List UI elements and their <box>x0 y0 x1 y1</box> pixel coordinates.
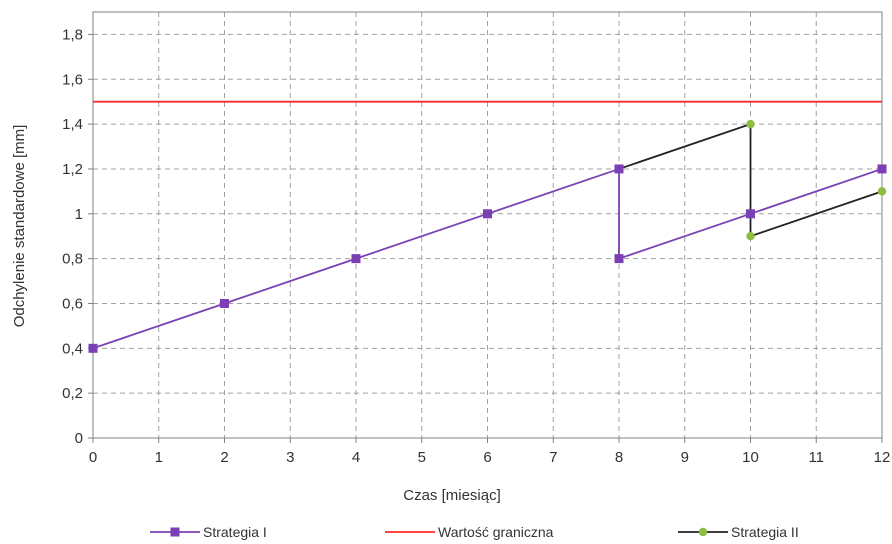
data-point-marker <box>746 232 755 241</box>
data-point-marker <box>88 343 98 353</box>
legend-label: Strategia II <box>731 524 799 540</box>
y-tick-label: 0,8 <box>62 251 83 268</box>
x-tick-label: 4 <box>352 449 360 466</box>
x-tick-label: 7 <box>549 449 557 466</box>
data-point-marker <box>877 164 887 174</box>
x-tick-label: 12 <box>874 449 891 466</box>
x-tick-label: 0 <box>89 449 97 466</box>
legend-label: Strategia I <box>203 524 267 540</box>
data-point-marker <box>746 209 755 219</box>
data-point-marker <box>614 254 624 264</box>
y-tick-label: 0,4 <box>62 340 83 357</box>
y-tick-label: 1,2 <box>62 161 83 178</box>
legend: Strategia I Wartość graniczna Strategia II <box>150 524 799 540</box>
data-point-marker <box>746 119 755 129</box>
x-tick-label: 5 <box>418 449 426 466</box>
x-tick-label: 9 <box>681 449 689 466</box>
data-point-marker <box>877 187 887 196</box>
x-tick-label: 11 <box>808 449 824 466</box>
legend-label: Wartość graniczna <box>438 524 554 540</box>
legend-marker <box>170 527 180 537</box>
series-line <box>618 122 883 238</box>
data-point-marker <box>483 209 492 219</box>
y-tick-label: 1,8 <box>62 26 83 43</box>
series-line <box>92 167 883 350</box>
x-tick-label: 1 <box>155 449 163 466</box>
series <box>88 100 887 353</box>
x-tick-label: 2 <box>220 449 228 466</box>
axes: 0 1 2 3 4 5 6 7 8 9 10 11 1200,20,40,60,811,21,41,61… <box>62 26 890 466</box>
y-tick-label: 1 <box>75 206 83 223</box>
data-point-marker <box>220 298 229 308</box>
grid-lines <box>93 12 882 438</box>
y-axis-title: Odchylenie standardowe [mm] <box>11 125 28 328</box>
x-tick-label: 6 <box>483 449 491 466</box>
x-tick-label: 10 <box>742 449 759 466</box>
y-tick-label: 0,6 <box>62 295 83 312</box>
x-axis-title: Czas [miesiąc] <box>403 487 501 504</box>
legend-marker <box>698 527 708 537</box>
y-tick-label: 0 <box>75 430 83 447</box>
y-tick-label: 1,4 <box>62 116 83 133</box>
y-tick-label: 0,2 <box>62 385 83 402</box>
x-tick-label: 3 <box>286 449 294 466</box>
data-point-marker <box>614 164 624 174</box>
y-tick-label: 1,6 <box>62 71 83 88</box>
data-point-marker <box>351 254 361 264</box>
x-tick-label: 8 <box>615 449 623 466</box>
